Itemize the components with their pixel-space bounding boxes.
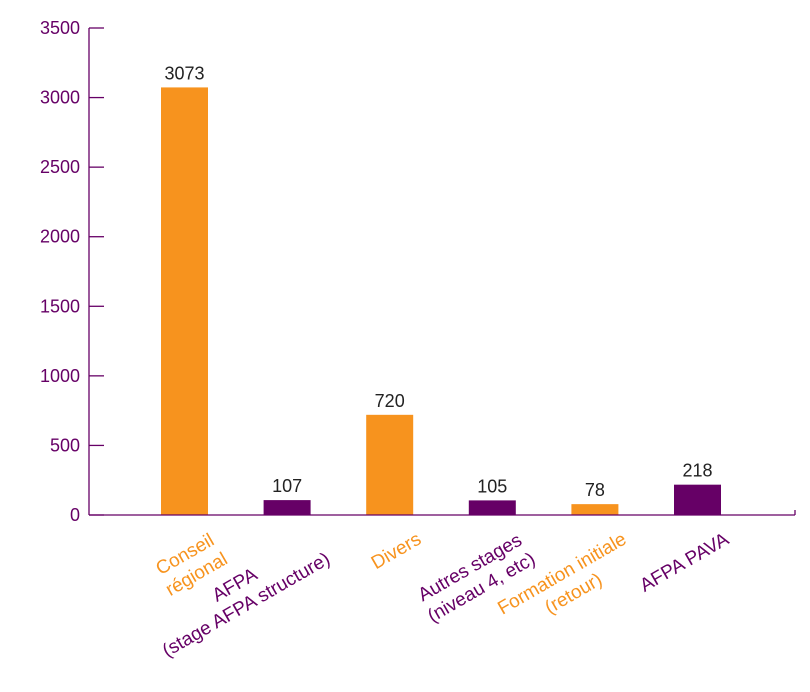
bar: [161, 87, 208, 515]
y-tick-label: 1000: [40, 366, 80, 386]
data-label: 218: [682, 461, 712, 481]
data-label: 3073: [164, 63, 204, 83]
y-axis: 0 500 1000 1500 2000 2500 3000 3500: [40, 18, 104, 525]
bar: [571, 504, 619, 515]
x-axis: [89, 510, 796, 516]
data-label: 720: [375, 391, 405, 411]
y-tick-label: 2000: [40, 227, 80, 247]
x-category-label: Autres stages(niveau 4, etc): [413, 529, 539, 627]
data-label: 78: [585, 480, 605, 500]
data-labels: 3073 107 720 105 78 218: [164, 63, 712, 500]
bar: [468, 500, 516, 515]
y-tick-label: 500: [50, 435, 80, 455]
bar: [366, 414, 414, 515]
data-label: 105: [477, 476, 507, 496]
x-category-label: AFPA PAVA: [636, 529, 732, 597]
x-category-label: Divers: [368, 529, 425, 574]
y-tick-label: 3500: [40, 18, 80, 38]
bars: [161, 87, 721, 515]
y-tick-label: 0: [70, 505, 80, 525]
y-tick-label: 2500: [40, 157, 80, 177]
bar: [674, 484, 721, 515]
y-tick-label: 1500: [40, 296, 80, 316]
bar: [263, 500, 311, 515]
y-tick-label: 3000: [40, 88, 80, 108]
data-label: 107: [272, 476, 302, 496]
